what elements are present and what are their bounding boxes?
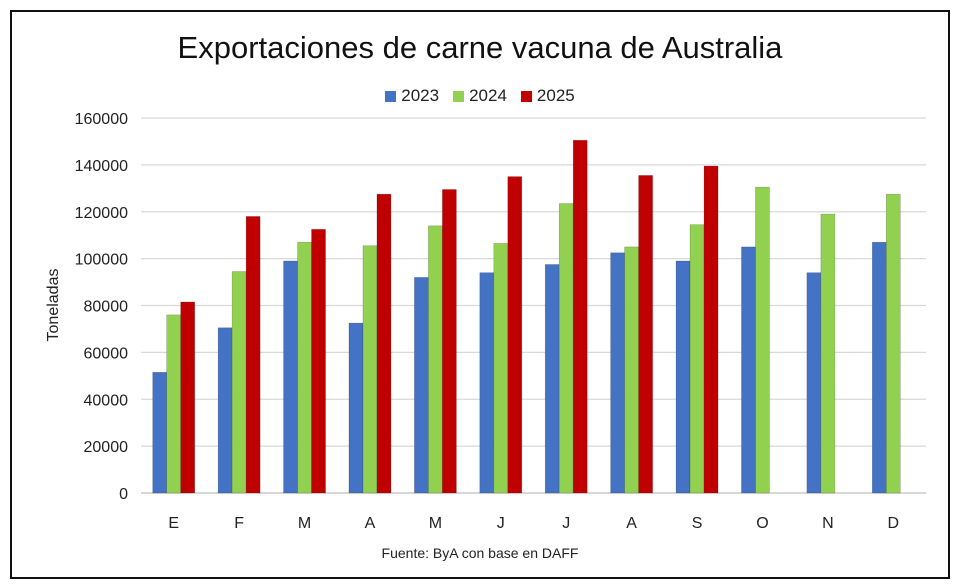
y-tick-label: 0	[119, 486, 128, 503]
bar-2024	[231, 271, 247, 494]
x-tick-label: F	[234, 515, 244, 532]
x-tick-label: O	[756, 515, 768, 532]
legend-item-2023: 2023	[385, 86, 439, 106]
bar-2023	[871, 241, 887, 494]
legend-item-2025: 2025	[520, 86, 575, 106]
legend-label: 2025	[536, 86, 575, 105]
x-tick-label: N	[822, 515, 834, 532]
legend-swatch	[385, 90, 397, 102]
bar-2023	[741, 246, 756, 494]
x-tick-label: A	[626, 515, 637, 532]
x-tick-label: M	[429, 515, 442, 532]
legend: 2023 2024 2025	[0, 86, 960, 106]
bar-2024	[428, 225, 443, 494]
bar-2023	[414, 277, 429, 494]
x-tick-label: S	[692, 515, 703, 532]
bar-2024	[820, 213, 836, 494]
y-tick-label: 80000	[84, 299, 129, 316]
y-tick-label: 40000	[84, 392, 129, 409]
y-tick-label: 120000	[75, 205, 128, 222]
legend-label: 2024	[469, 86, 507, 105]
x-tick-label: E	[168, 515, 179, 532]
x-tick-label: J	[497, 515, 505, 532]
bar-2025	[703, 165, 719, 494]
x-tick-label: M	[298, 515, 311, 532]
bar-2024	[297, 241, 312, 494]
chart-title: Exportaciones de carne vacuna de Austral…	[177, 30, 783, 65]
y-tick-label: 160000	[75, 111, 128, 128]
bar-2023	[283, 260, 298, 494]
bar-2025	[180, 301, 196, 494]
bar-2024	[558, 203, 574, 494]
bar-2023	[544, 264, 560, 494]
bar-2025	[442, 189, 457, 494]
bar-2024	[689, 224, 705, 494]
y-tick-label: 100000	[75, 252, 128, 269]
bar-2025	[572, 139, 588, 494]
bar-2023	[479, 272, 495, 494]
bar-2024	[362, 245, 378, 494]
source-note: Fuente: ByA con base en DAFF	[381, 545, 579, 561]
x-tick-label: D	[888, 515, 900, 532]
x-tick-label: J	[562, 515, 570, 532]
x-tick-label: A	[365, 515, 376, 532]
bar-2023	[675, 260, 691, 494]
bar-2024	[493, 243, 509, 494]
y-tick-label: 60000	[84, 345, 129, 362]
bar-2024	[885, 193, 901, 494]
bar-2025	[311, 229, 326, 494]
legend-swatch	[453, 90, 465, 102]
bar-2025	[376, 193, 392, 494]
y-tick-label: 140000	[75, 158, 128, 175]
legend-item-2024: 2024	[453, 86, 507, 106]
bar-2023	[348, 322, 364, 494]
bar-2023	[610, 252, 625, 494]
legend-label: 2023	[401, 86, 440, 105]
y-tick-label: 20000	[84, 439, 129, 456]
bar-2023	[152, 371, 168, 494]
bar-2025	[245, 216, 261, 494]
bar-2023	[217, 327, 233, 494]
legend-swatch	[520, 90, 532, 102]
bar-2024	[624, 246, 639, 494]
bar-2025	[638, 175, 653, 494]
bar-2024	[166, 314, 182, 494]
bar-2023	[806, 272, 822, 494]
bar-2024	[755, 186, 770, 494]
bar-2025	[507, 176, 523, 494]
